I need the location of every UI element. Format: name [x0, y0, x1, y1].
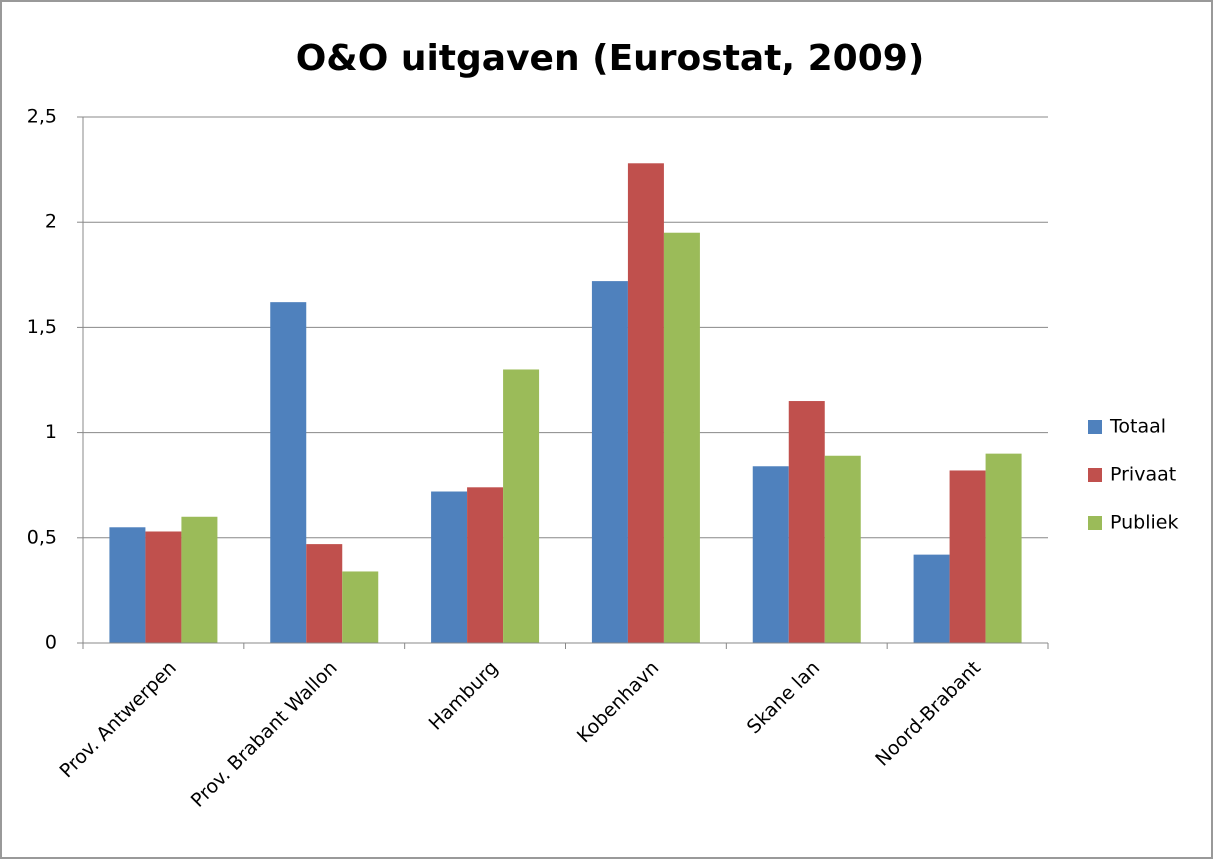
- y-tick-label: 2,5: [27, 106, 57, 128]
- bar: [788, 401, 825, 643]
- legend-swatch: [1088, 516, 1102, 530]
- legend-label: Publiek: [1110, 512, 1178, 534]
- chart-title: O&O uitgaven (Eurostat, 2009): [296, 38, 925, 79]
- y-tick-label: 2: [45, 211, 57, 233]
- bar: [913, 554, 950, 643]
- bar: [270, 302, 307, 643]
- bar: [627, 163, 664, 643]
- legend-label: Privaat: [1110, 464, 1176, 486]
- bar: [306, 544, 343, 643]
- y-tick-label: 1: [45, 421, 57, 443]
- bar: [949, 470, 986, 643]
- bar: [342, 571, 379, 643]
- bar: [752, 466, 789, 643]
- bar: [109, 527, 146, 643]
- bar: [181, 516, 218, 643]
- y-tick-label: 0,5: [27, 526, 57, 548]
- bar: [591, 281, 628, 643]
- legend-swatch: [1088, 420, 1102, 434]
- bar: [663, 232, 700, 643]
- bar: [467, 487, 504, 643]
- bar: [824, 455, 861, 643]
- y-tick-label: 0: [45, 632, 57, 654]
- bar: [985, 453, 1022, 643]
- bar: [145, 531, 182, 643]
- y-tick-label: 1,5: [27, 316, 57, 338]
- bar: [503, 369, 540, 643]
- legend-swatch: [1088, 468, 1102, 482]
- bar: [431, 491, 468, 643]
- legend-label: Totaal: [1109, 416, 1166, 438]
